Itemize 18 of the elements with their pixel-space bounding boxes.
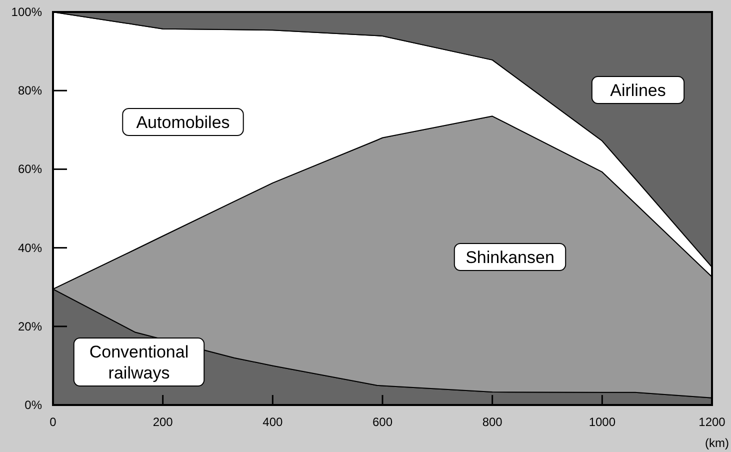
series-label: Shinkansen [466, 248, 554, 267]
x-tick-label: 1000 [588, 415, 616, 429]
x-tick-label: 800 [482, 415, 503, 429]
y-tick-label: 0% [24, 398, 42, 412]
series-label: Automobiles [136, 112, 230, 132]
x-axis-title: (km) [705, 436, 729, 450]
x-tick-label: 0 [50, 415, 57, 429]
x-tick-label: 400 [262, 415, 283, 429]
x-tick-label: 1200 [698, 415, 726, 429]
series-label: Conventional railways [89, 342, 189, 382]
x-tick-label: 200 [152, 415, 174, 429]
y-tick-label: 80% [18, 84, 42, 98]
y-tick-label: 100% [11, 5, 42, 19]
series-label: Airlines [610, 80, 666, 100]
y-tick-label: 40% [18, 240, 42, 255]
y-tick-label: 20% [18, 319, 42, 334]
y-tick-label: 60% [18, 162, 42, 176]
x-tick-label: 600 [372, 415, 393, 429]
